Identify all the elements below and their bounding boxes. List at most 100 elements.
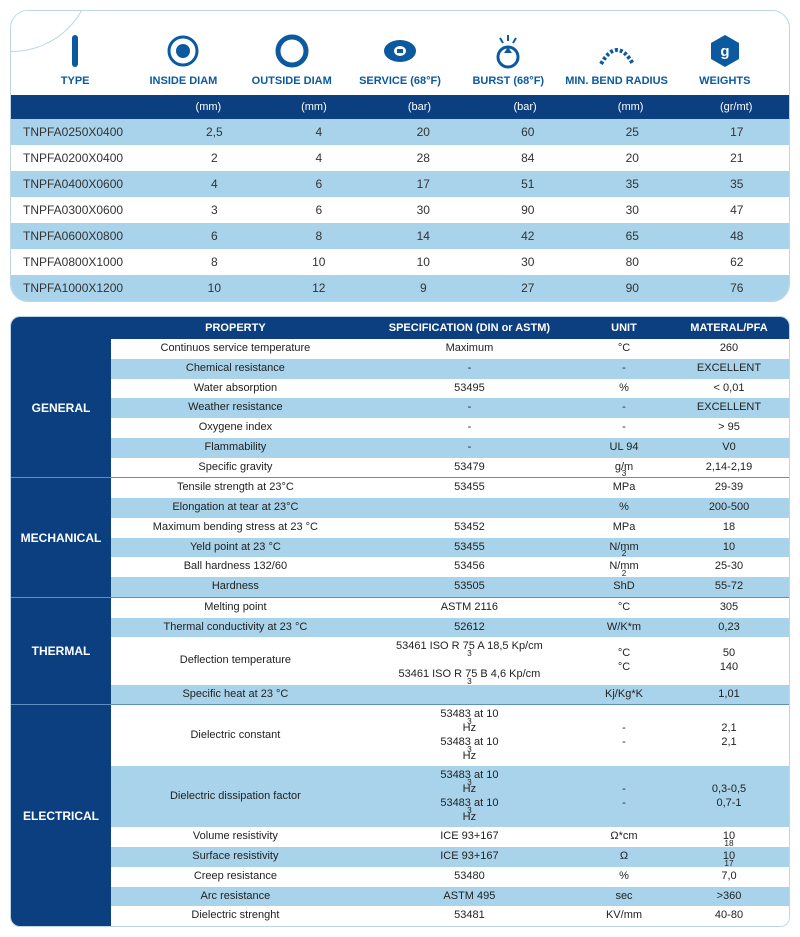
category-label: ELECTRICAL: [11, 705, 111, 926]
property-name: Continuos service temperature: [111, 339, 360, 359]
bend-radius-icon: [562, 31, 670, 71]
property-spec: 53505: [360, 577, 579, 597]
property-spec: -: [360, 359, 579, 379]
property-spec: 53479: [360, 458, 579, 478]
property-unit: -: [579, 359, 669, 379]
property-name: Dielectric strenght: [111, 906, 360, 926]
property-name: Arc resistance: [111, 887, 360, 907]
property-row: Continuos service temperatureMaximum°C26…: [111, 339, 789, 359]
property-unit: --: [579, 766, 669, 827]
table-cell: 90: [476, 197, 580, 223]
property-row: Weather resistance--EXCELLENT: [111, 398, 789, 418]
property-row: Ball hardness 132/6053456N/mm225-30: [111, 557, 789, 577]
property-name: Volume resistivity: [111, 827, 360, 847]
property-spec: ASTM 495: [360, 887, 579, 907]
table-cell: TNPFA0250X0400: [11, 119, 162, 145]
property-unit: -: [579, 398, 669, 418]
unit-cell: (bar): [472, 95, 578, 119]
property-name: Weather resistance: [111, 398, 360, 418]
table-cell: 27: [476, 275, 580, 301]
hdr-category: [11, 317, 111, 339]
table-cell: 21: [685, 145, 789, 171]
table-cell: 90: [580, 275, 684, 301]
property-spec: 53455: [360, 538, 579, 558]
table-cell: 17: [685, 119, 789, 145]
col-weights: g WEIGHTS: [671, 31, 779, 87]
table-cell: 20: [371, 119, 475, 145]
property-value: 50140: [669, 637, 789, 684]
property-row: Creep resistance53480%7,0: [111, 867, 789, 887]
property-spec: [360, 685, 579, 705]
property-spec: 53495: [360, 379, 579, 399]
property-name: Tensile strength at 23°C: [111, 478, 360, 498]
property-name: Hardness: [111, 577, 360, 597]
col-label: WEIGHTS: [699, 75, 750, 87]
property-spec: 53483 at 103 Hz53483 at 103 Hz: [360, 766, 579, 827]
property-unit: %: [579, 867, 669, 887]
category-block: GENERALContinuos service temperatureMaxi…: [11, 339, 789, 477]
table-cell: 8: [162, 249, 266, 275]
property-unit: °C: [579, 339, 669, 359]
property-value: 1017: [669, 847, 789, 867]
property-row: Hardness53505ShD55-72: [111, 577, 789, 597]
property-value: 29-39: [669, 478, 789, 498]
table-cell: 6: [267, 171, 371, 197]
property-row: Arc resistanceASTM 495sec>360: [111, 887, 789, 907]
property-value: 1018: [669, 827, 789, 847]
property-spec: 53481: [360, 906, 579, 926]
unit-cell: (gr/mt): [683, 95, 789, 119]
category-block: THERMALMelting pointASTM 2116°C305Therma…: [11, 597, 789, 705]
property-unit: N/mm2: [579, 538, 669, 558]
table-row: TNPFA1000X120010129279076: [11, 275, 789, 301]
col-label: SERVICE (68°F): [359, 75, 441, 87]
property-name: Flammability: [111, 438, 360, 458]
units-row: (mm) (mm) (bar) (bar) (mm) (gr/mt): [11, 95, 789, 119]
property-value: 2,14-2,19: [669, 458, 789, 478]
hdr-value: MATERAL/PFA: [669, 317, 789, 339]
hdr-unit: UNIT: [579, 317, 669, 339]
table-cell: 17: [371, 171, 475, 197]
property-name: Chemical resistance: [111, 359, 360, 379]
property-value: EXCELLENT: [669, 359, 789, 379]
category-label: THERMAL: [11, 598, 111, 705]
property-name: Yeld point at 23 °C: [111, 538, 360, 558]
category-rows: Tensile strength at 23°C53455MPa29-39Elo…: [111, 478, 789, 597]
category-block: MECHANICALTensile strength at 23°C53455M…: [11, 477, 789, 597]
property-value: 7,0: [669, 867, 789, 887]
table-cell: TNPFA0400X0600: [11, 171, 162, 197]
table-cell: 28: [371, 145, 475, 171]
property-row: Melting pointASTM 2116°C305: [111, 598, 789, 618]
table-row: TNPFA0400X06004617513535: [11, 171, 789, 197]
property-spec: Maximum: [360, 339, 579, 359]
table-cell: TNPFA0600X0800: [11, 223, 162, 249]
property-value: 260: [669, 339, 789, 359]
property-spec: -: [360, 438, 579, 458]
table-cell: 8: [267, 223, 371, 249]
property-row: Dielectric constant53483 at 103 Hz53483 …: [111, 705, 789, 766]
table-row: TNPFA0300X06003630903047: [11, 197, 789, 223]
property-unit: g/m3: [579, 458, 669, 478]
table-cell: 48: [685, 223, 789, 249]
property-name: Water absorption: [111, 379, 360, 399]
table-cell: 25: [580, 119, 684, 145]
property-row: Water absorption53495%< 0,01: [111, 379, 789, 399]
property-name: Maximum bending stress at 23 °C: [111, 518, 360, 538]
property-unit: %: [579, 498, 669, 518]
property-value: 10: [669, 538, 789, 558]
property-unit: N/mm2: [579, 557, 669, 577]
property-value: 305: [669, 598, 789, 618]
property-spec: 53461 ISO R 75 A 18,5 Kp/cm353461 ISO R …: [360, 637, 579, 684]
type-icon: [21, 31, 129, 71]
property-spec: 53480: [360, 867, 579, 887]
property-row: Maximum bending stress at 23 °C53452MPa1…: [111, 518, 789, 538]
table-cell: 12: [267, 275, 371, 301]
category-block: ELECTRICALDielectric constant53483 at 10…: [11, 704, 789, 926]
property-name: Creep resistance: [111, 867, 360, 887]
category-rows: Dielectric constant53483 at 103 Hz53483 …: [111, 705, 789, 926]
property-unit: °C°C: [579, 637, 669, 684]
property-value: 0,23: [669, 618, 789, 638]
property-value: 1,01: [669, 685, 789, 705]
table-cell: 10: [267, 249, 371, 275]
property-value: 0,3-0,50,7-1: [669, 766, 789, 827]
unit-cell: [11, 95, 156, 119]
